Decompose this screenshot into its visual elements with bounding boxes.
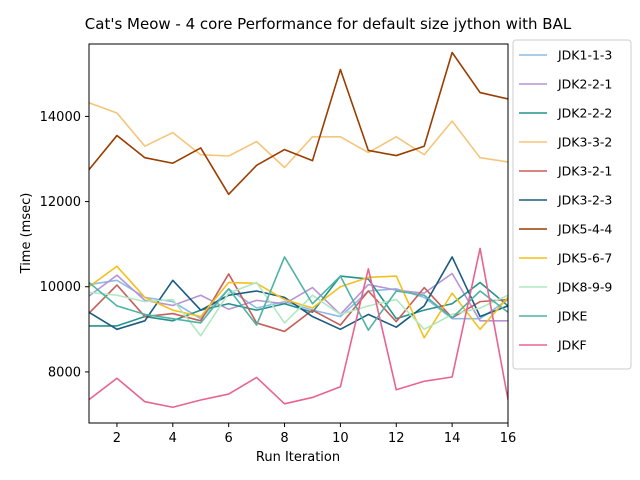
x-tick-label: 8 [280, 431, 288, 446]
series-line-jdk3-2-1 [89, 273, 508, 333]
plot-frame [88, 43, 509, 424]
y-tick-label: 12000 [40, 195, 81, 210]
legend-label: JDKE [557, 309, 588, 324]
series-line-jdkf [89, 247, 508, 409]
y-tick-label: 8000 [48, 365, 81, 380]
x-tick-label: 16 [500, 431, 517, 446]
legend-label: JDK5-4-4 [557, 222, 612, 237]
legend-label: JDK1-1-3 [557, 48, 612, 63]
x-tick-label: 2 [113, 431, 121, 446]
x-tick-label: 4 [169, 431, 177, 446]
legend-label: JDK2-2-2 [557, 106, 612, 121]
series-line-jdk8-9-9 [89, 281, 508, 337]
x-tick-label: 12 [388, 431, 405, 446]
legend-label: JDK5-6-7 [557, 251, 612, 266]
chart-title: Cat's Meow - 4 core Performance for defa… [85, 15, 572, 33]
y-axis: 8000 10000 12000 14000 [40, 110, 89, 380]
x-tick-label: 14 [444, 431, 461, 446]
x-tick-label: 6 [225, 431, 233, 446]
series-layer [89, 51, 508, 409]
legend: JDK1-1-3 JDK2-2-1 JDK2-2-2 JDK3-3-2 JDK3-2-1… [512, 39, 632, 370]
y-tick-label: 14000 [40, 110, 81, 125]
legend-label: JDK3-2-1 [557, 164, 612, 179]
legend-label: JDK3-2-3 [557, 193, 612, 208]
series-line-jdk5-4-4 [89, 51, 508, 196]
series-line-jdk5-6-7 [89, 265, 508, 339]
legend-label: JDK2-2-1 [557, 77, 612, 92]
plot-area [89, 44, 508, 423]
x-tick-label: 10 [332, 431, 349, 446]
y-tick-label: 10000 [40, 280, 81, 295]
legend-label: JDKF [557, 338, 587, 353]
legend-label: JDK3-3-2 [557, 135, 612, 150]
x-axis: 2 4 6 8 10 12 14 16 [113, 423, 516, 446]
y-axis-title: Time (msec) [19, 193, 34, 275]
legend-label: JDK8-9-9 [557, 280, 612, 295]
x-axis-title: Run Iteration [256, 450, 340, 465]
series-line-jdk3-3-2 [89, 102, 508, 169]
series-line-jdke [89, 256, 508, 331]
